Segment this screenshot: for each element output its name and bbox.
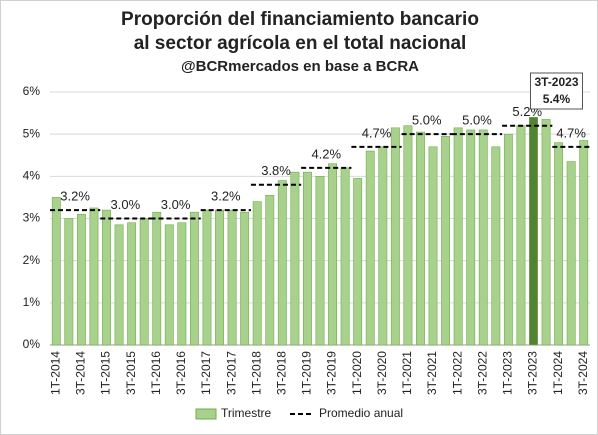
y-tick-label: 4% bbox=[23, 169, 41, 183]
chart-title: Proporción del financiamiento bancario bbox=[121, 9, 479, 30]
bar bbox=[302, 171, 312, 346]
bar bbox=[277, 180, 287, 346]
bar bbox=[390, 127, 400, 346]
x-tick-label: 1T-2014 bbox=[48, 351, 62, 395]
bar bbox=[541, 119, 551, 346]
legend-swatch bbox=[195, 408, 217, 420]
y-tick-label: 1% bbox=[23, 295, 41, 309]
x-tick-label: 3T-2023 bbox=[526, 351, 540, 395]
x-tick-label: 3T-2022 bbox=[475, 351, 489, 395]
average-label: 5.0% bbox=[462, 113, 492, 128]
x-tick-label: 1T-2023 bbox=[501, 351, 515, 395]
bar bbox=[189, 211, 199, 346]
average-label: 3.0% bbox=[111, 197, 141, 212]
bar bbox=[365, 150, 375, 346]
annotation-box bbox=[529, 72, 583, 110]
bar bbox=[554, 142, 564, 346]
bar bbox=[340, 167, 350, 346]
y-tick-label: 5% bbox=[23, 126, 41, 140]
bar bbox=[202, 209, 212, 346]
bar bbox=[403, 125, 413, 346]
legend-label: Promedio anual bbox=[319, 406, 403, 420]
bar bbox=[114, 224, 124, 346]
bar bbox=[64, 218, 74, 346]
legend-label: Trimestre bbox=[221, 406, 272, 420]
x-tick-label: 1T-2020 bbox=[350, 351, 364, 395]
bar bbox=[265, 195, 275, 346]
x-tick-label: 1T-2024 bbox=[551, 351, 565, 395]
x-tick-label: 1T-2016 bbox=[149, 351, 163, 395]
x-tick-label: 1T-2018 bbox=[249, 351, 263, 395]
x-tick-label: 3T-2021 bbox=[425, 351, 439, 395]
x-tick-label: 3T-2015 bbox=[124, 351, 138, 395]
x-tick-label: 3T-2017 bbox=[224, 351, 238, 395]
x-tick-label: 3T-2019 bbox=[325, 351, 339, 395]
average-label: 3.2% bbox=[211, 189, 241, 204]
bar bbox=[453, 127, 463, 346]
bar bbox=[215, 209, 224, 346]
average-label: 3.0% bbox=[161, 197, 191, 212]
bar bbox=[516, 125, 526, 346]
bar bbox=[139, 218, 149, 346]
bar bbox=[102, 209, 111, 346]
bar bbox=[566, 161, 576, 346]
x-tick-label: 3T-2020 bbox=[375, 351, 389, 395]
average-label: 5.0% bbox=[412, 113, 442, 128]
bar bbox=[378, 146, 388, 346]
y-tick-label: 0% bbox=[23, 337, 41, 351]
bar bbox=[51, 197, 61, 346]
average-label: 3.2% bbox=[60, 189, 90, 204]
y-tick-label: 3% bbox=[23, 211, 41, 225]
x-tick-label: 3T-2018 bbox=[274, 351, 288, 395]
bar bbox=[529, 117, 538, 346]
annotation-text: 3T-2023 bbox=[534, 75, 578, 89]
bar bbox=[328, 163, 338, 346]
bar bbox=[76, 213, 86, 346]
bar bbox=[478, 129, 488, 346]
bar bbox=[89, 207, 99, 346]
chart-title: al sector agrícola en el total nacional bbox=[134, 33, 467, 54]
average-label: 4.2% bbox=[311, 146, 341, 161]
chart-subtitle: @BCRmercados en base a BCRA bbox=[181, 58, 419, 75]
bar bbox=[416, 131, 425, 346]
bar bbox=[491, 146, 501, 346]
bar bbox=[503, 133, 513, 346]
x-tick-label: 3T-2014 bbox=[74, 351, 88, 395]
bar bbox=[152, 211, 162, 346]
bar bbox=[579, 140, 589, 346]
average-label: 4.7% bbox=[556, 125, 586, 140]
x-tick-label: 3T-2024 bbox=[576, 351, 590, 395]
bar bbox=[127, 222, 137, 346]
average-label: 3.8% bbox=[261, 163, 291, 178]
bar bbox=[164, 224, 174, 346]
y-tick-label: 6% bbox=[23, 84, 41, 98]
bar bbox=[353, 178, 363, 346]
bar bbox=[441, 135, 451, 346]
bar bbox=[428, 146, 438, 346]
average-label: 4.7% bbox=[362, 125, 392, 140]
x-tick-label: 1T-2015 bbox=[99, 351, 113, 395]
bar bbox=[227, 209, 237, 346]
x-tick-label: 1T-2022 bbox=[450, 351, 464, 395]
bar bbox=[177, 222, 187, 346]
x-tick-label: 1T-2021 bbox=[400, 351, 414, 395]
bar bbox=[315, 176, 325, 346]
bar bbox=[240, 211, 250, 346]
bar bbox=[252, 201, 262, 346]
x-tick-label: 1T-2017 bbox=[199, 351, 213, 395]
y-tick-label: 2% bbox=[23, 253, 41, 267]
x-tick-label: 1T-2019 bbox=[300, 351, 314, 395]
annotation-text: 5.4% bbox=[543, 92, 571, 106]
x-tick-label: 3T-2016 bbox=[174, 351, 188, 395]
bar bbox=[466, 129, 476, 346]
bar bbox=[290, 171, 300, 346]
